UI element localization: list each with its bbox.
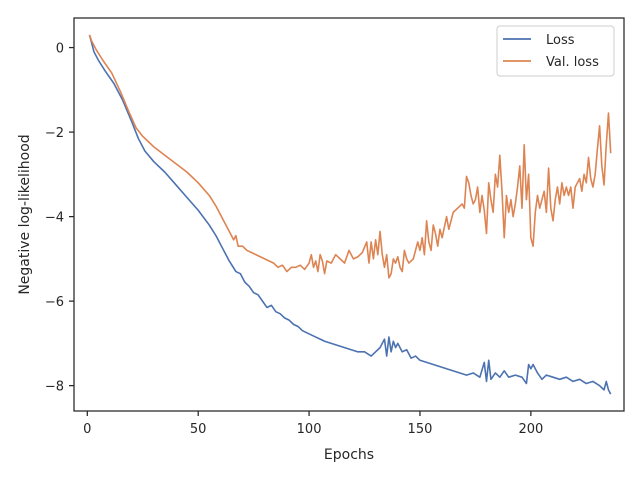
x-tick-label: 0 xyxy=(83,422,91,437)
x-tick-label: 50 xyxy=(190,422,207,437)
y-tick-label: 0 xyxy=(56,42,64,57)
plot-frame xyxy=(73,17,625,412)
series-line-val-loss xyxy=(88,34,612,279)
y-tick-label: −4 xyxy=(45,211,64,226)
legend-label-val-loss: Val. loss xyxy=(546,55,599,70)
legend: Loss Val. loss xyxy=(496,25,615,77)
x-axis: 0 50 100 150 200 xyxy=(83,411,543,437)
series-line-loss xyxy=(88,34,612,395)
y-axis: 0 −2 −4 −6 −8 xyxy=(45,42,74,395)
x-tick-label: 200 xyxy=(518,422,543,437)
legend-label-loss: Loss xyxy=(546,33,575,48)
y-tick-label: −2 xyxy=(45,126,64,141)
x-tick-label: 100 xyxy=(297,422,322,437)
y-axis-label: Negative log-likelihood xyxy=(17,134,33,294)
x-tick-label: 150 xyxy=(408,422,433,437)
y-tick-label: −6 xyxy=(45,295,64,310)
series-layer xyxy=(88,34,612,395)
x-axis-label: Epochs xyxy=(324,447,374,463)
y-tick-label: −8 xyxy=(45,380,64,395)
